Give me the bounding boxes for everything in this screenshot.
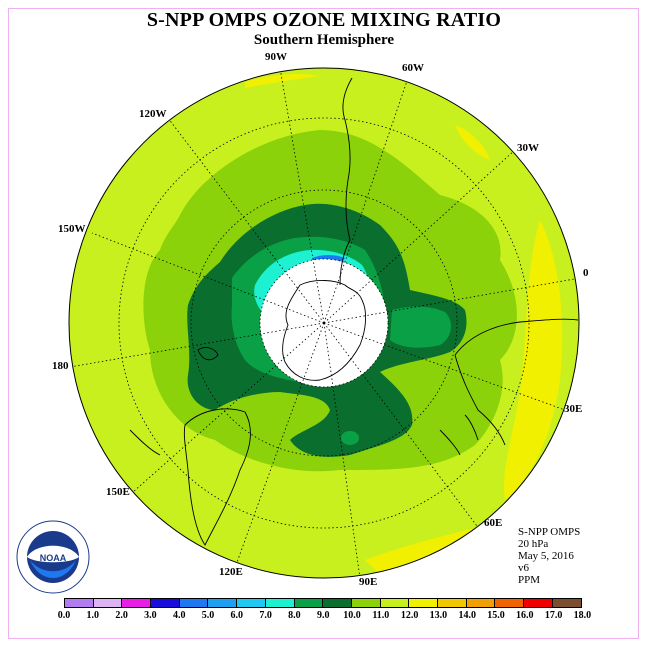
colorbar-swatch [380,599,410,607]
map-subtitle: Southern Hemisphere [253,32,395,48]
colorbar-swatch [151,599,180,607]
colorbar-swatch [466,599,496,607]
colorbar-swatch [294,599,324,607]
lon-label-60e: 60E [484,517,503,529]
new-zealand-coast [197,347,219,361]
colorbar-tick-label: 18.0 [573,610,592,621]
colorbar-swatch [179,599,209,607]
colorbar-swatch [351,599,381,607]
lat-circle-60 [190,189,458,457]
africa-coast [454,318,579,446]
colorbar-tick-label: 17.0 [544,610,563,621]
colorbar-swatch [65,599,94,607]
meridian-30w [323,149,516,324]
lon-label-120w: 120W [139,108,167,120]
meridian-60e [323,322,481,531]
meridian-150w [91,232,325,324]
colorbar-swatch [265,599,295,607]
info-block: S-NPP OMPS 20 hPa May 5, 2016 v6 PPM [518,526,580,586]
indian-ocean-islands [464,414,479,441]
colorbar-tick-label: 7.0 [259,610,272,621]
lon-label-90e: 90E [359,576,378,588]
svg-text:NOAA: NOAA [40,553,67,563]
meridian-60w [323,77,409,324]
colorbar-tick-label: 16.0 [516,610,534,621]
colorbar-swatch [437,599,467,607]
lon-label-180: 180 [52,360,69,372]
band-green-small [341,431,359,445]
band-yellow-east [503,220,563,500]
lon-label-150w: 150W [58,223,86,235]
lon-label-30w: 30W [517,142,539,154]
colorbar-swatch [409,599,438,607]
colorbar-tick-label: 13.0 [429,610,448,621]
band-yellow-ne [455,125,490,160]
colorbar-swatch [237,599,266,607]
info-version: v6 [518,562,529,574]
antarctic-peninsula [339,239,351,286]
colorbar-swatch [495,599,524,607]
meridian-120e [235,322,325,566]
africa-madagascar [439,429,461,456]
australia-coast [183,408,251,546]
colorbar-tick-label: 15.0 [487,610,505,621]
meridian-0 [323,277,579,324]
noaa-logo: NOAA [16,520,90,594]
map-boundary [68,67,580,579]
meridian-120w [167,117,325,324]
antarctica-coast [282,280,367,381]
south-america-coast [342,77,353,241]
colorbar-tick-label: 10.0 [343,610,361,621]
info-units: PPM [518,574,541,586]
figure-frame [8,8,639,639]
colorbar-tick-label: 2.0 [115,610,128,621]
meridian-30e [323,322,566,411]
colorbar-swatch [552,599,582,607]
colorbar-tick-label: 9.0 [316,610,330,621]
band-green-east [390,306,452,348]
info-instrument: S-NPP OMPS [518,526,581,538]
colorbar-tick-label: 0.0 [57,610,71,621]
colorbar-swatch [93,599,123,607]
colorbar-tick-label: 6.0 [230,610,244,621]
meridian-90w [279,68,325,324]
colorbar-tick-label: 5.0 [201,610,215,621]
lon-label-90w: 90W [265,51,287,63]
colorbar-swatch [122,599,152,607]
colorbar-tick-label: 4.0 [172,610,186,621]
colorbar-swatch [323,599,352,607]
lat-circle-40 [118,117,530,529]
colorbar-tick-label: 12.0 [400,610,419,621]
lon-label-30e: 30E [564,403,583,415]
meridian-150e [132,322,325,493]
colorbar-tick-label: 11.0 [372,610,390,621]
lon-label-150e: 150E [106,486,130,498]
band-yellow-north [245,74,320,88]
lat-circle-80 [259,258,389,388]
colorbar [64,598,583,608]
lon-label-60w: 60W [402,62,424,74]
colorbar-tick-label: 1.0 [86,610,100,621]
colorbar-tick-label: 8.0 [288,610,301,621]
info-date: May 5, 2016 [518,550,574,562]
meridian-180 [69,322,325,368]
sea-ice-east [129,429,161,456]
info-pressure: 20 hPa [518,538,549,550]
colorbar-tick-label: 14.0 [458,610,476,621]
map-title: S-NPP OMPS OZONE MIXING RATIO [146,9,502,31]
colorbar-swatch [208,599,238,607]
colorbar-tick-label: 3.0 [144,610,157,621]
lon-label-120e: 120E [219,566,243,578]
colorbar-ticks: 0.0 1.0 2.0 3.0 4.0 5.0 6.0 7.0 8.0 9.0 10.0 11.0 12… [58,610,591,622]
meridian-90e [323,322,361,578]
lon-label-0: 0 [583,267,589,279]
colorbar-swatch [524,599,553,607]
